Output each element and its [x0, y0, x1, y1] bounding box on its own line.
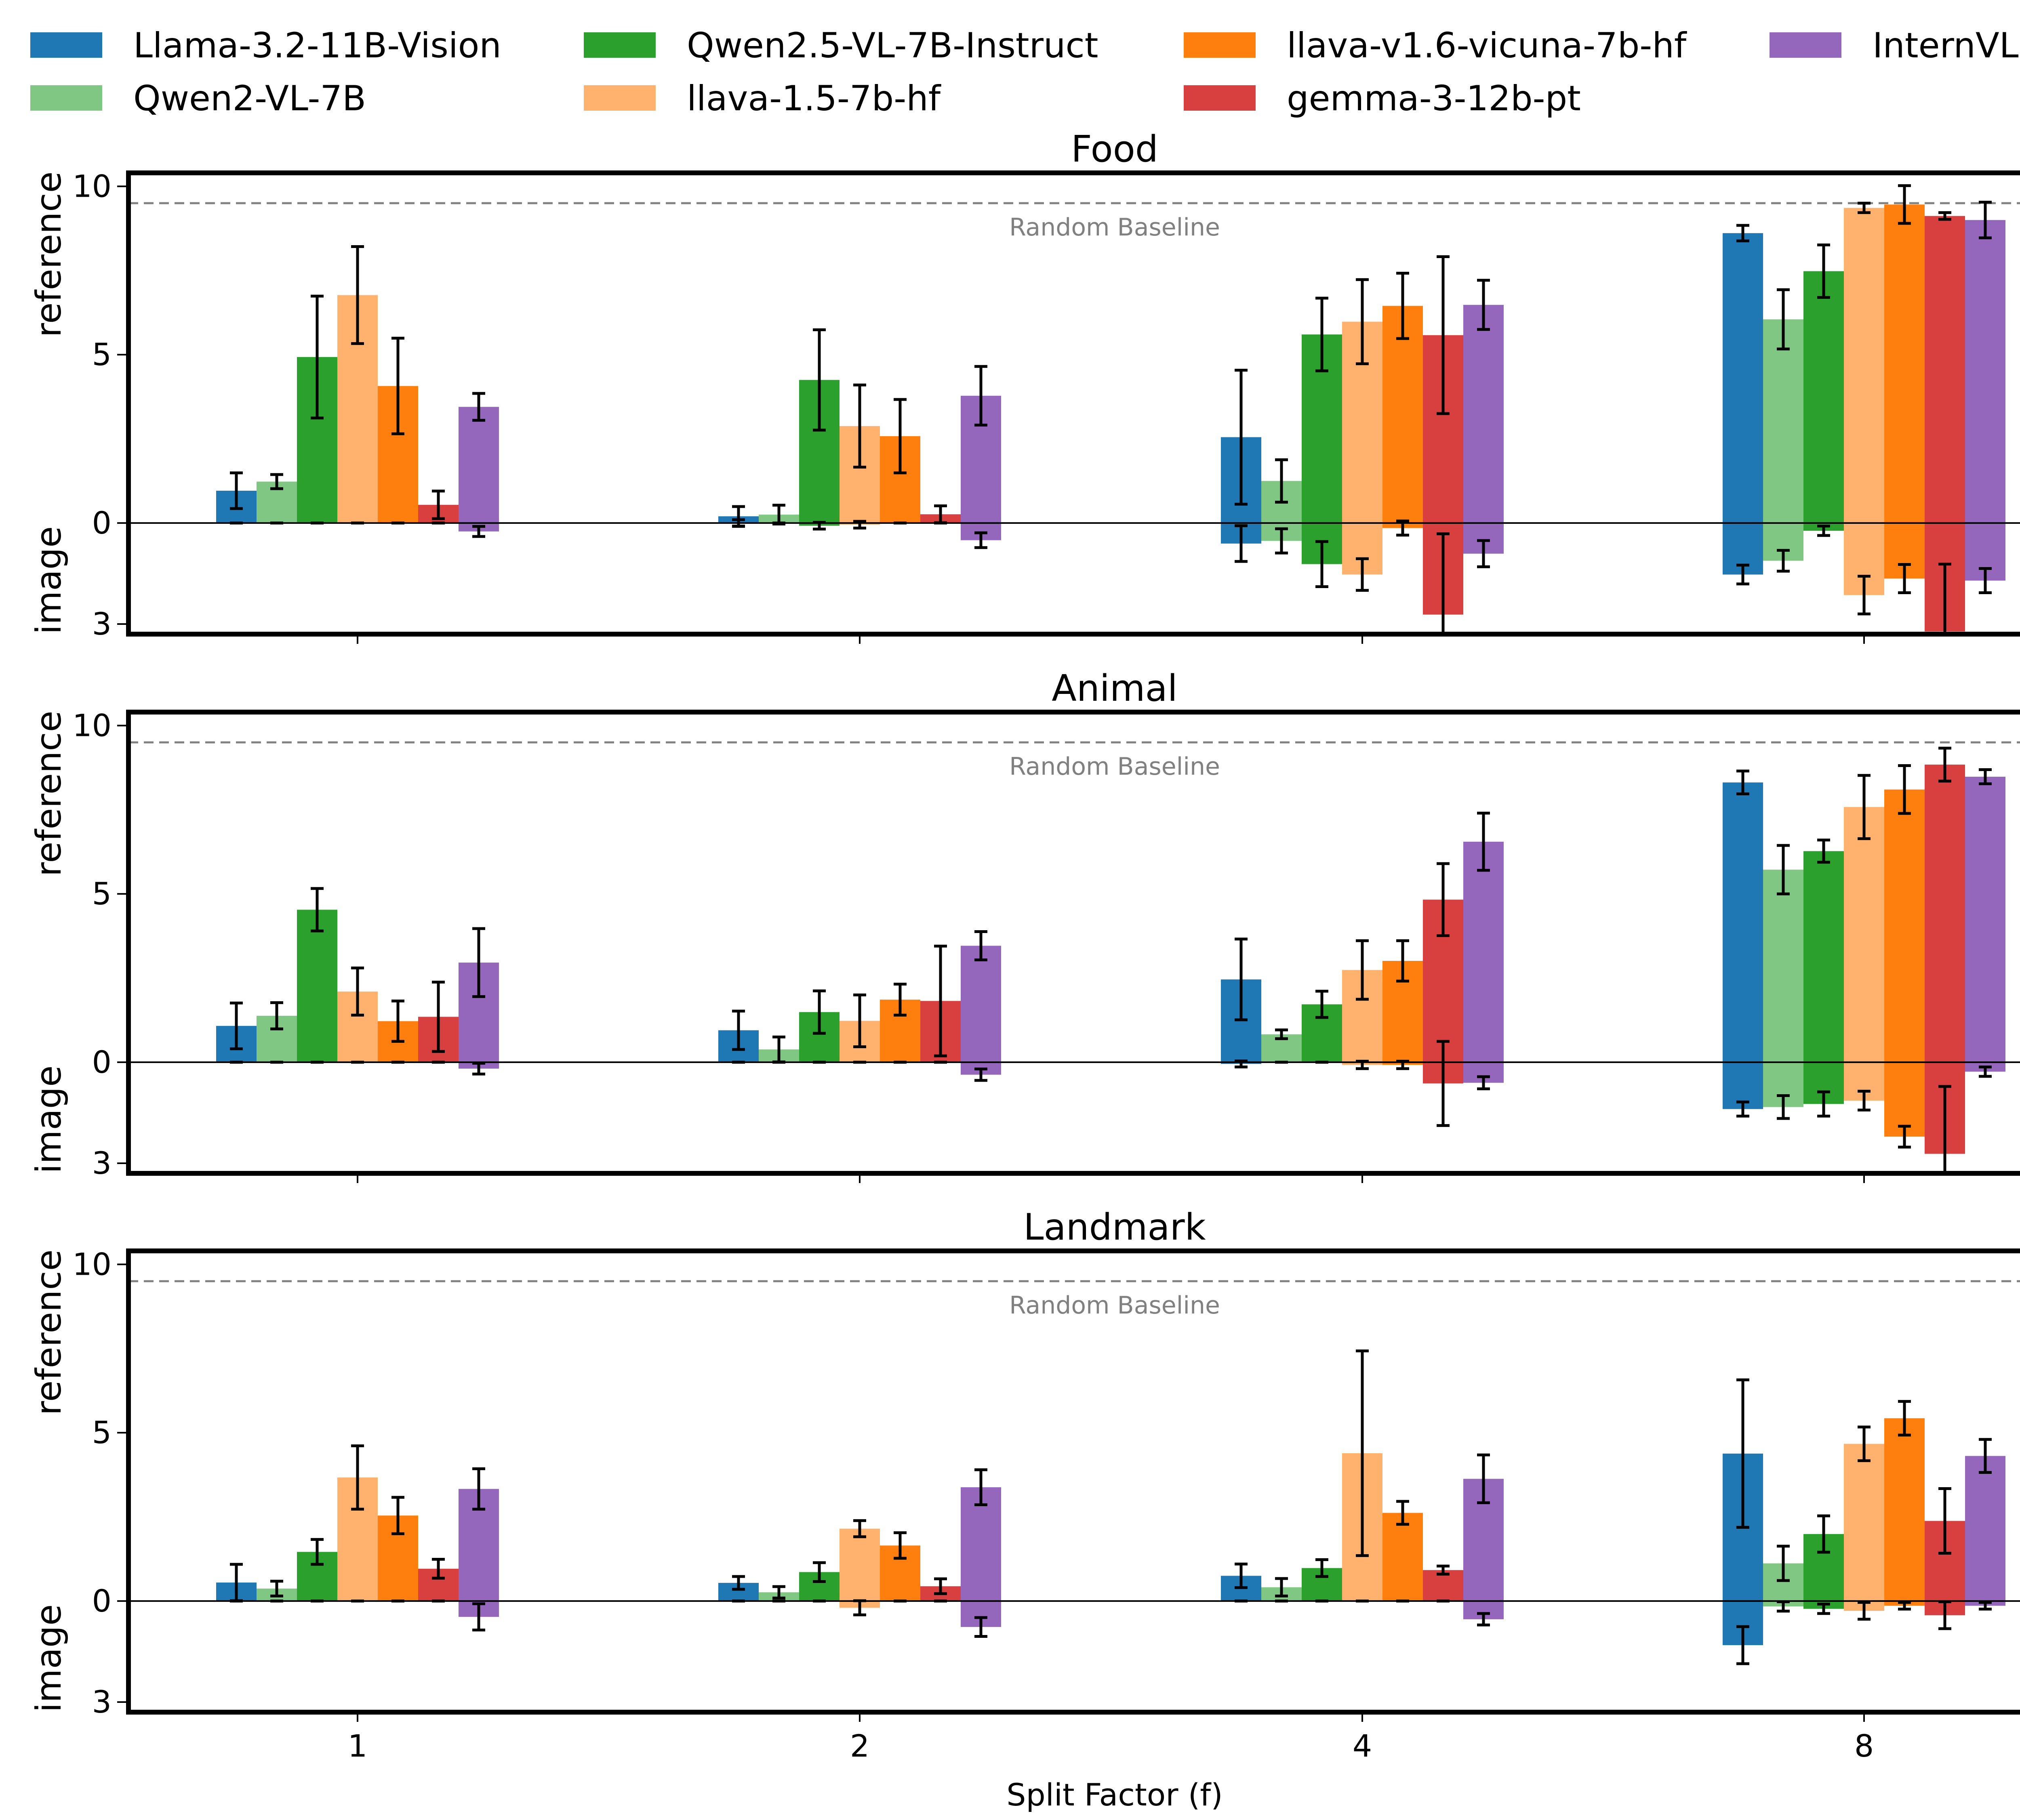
y-tick-label: 10	[72, 707, 112, 743]
legend-item: llava-1.5-7b-hf	[584, 78, 941, 119]
plot-area: Random Baseline	[128, 1280, 2020, 1665]
legend-label: Llama-3.2-11B-Vision	[133, 25, 501, 66]
legend-swatch	[1184, 32, 1256, 58]
legend-item: Qwen2.5-VL-7B-Instruct	[584, 25, 1098, 66]
y-axis-label-image: image	[29, 1604, 69, 1713]
bar-reference	[1803, 851, 1844, 1062]
baseline-label: Random Baseline	[1009, 1291, 1220, 1320]
bar-reference	[1844, 1444, 1884, 1601]
legend-swatch	[584, 32, 656, 58]
legend-label: llava-1.5-7b-hf	[687, 78, 941, 119]
legend-item: InternVL3-8B	[1770, 25, 2020, 66]
bar-reference	[1463, 841, 1504, 1062]
legend-swatch	[1184, 85, 1256, 111]
bar-image	[1884, 1062, 1925, 1137]
legend-label: InternVL3-8B	[1873, 25, 2020, 66]
y-tick-label: 0	[92, 1583, 112, 1619]
y-tick-label: 5	[92, 876, 112, 912]
legend-label: Qwen2-VL-7B	[133, 78, 366, 119]
legend-label: llava-v1.6-vicuna-7b-hf	[1287, 25, 1687, 66]
bar-reference	[1965, 777, 2005, 1062]
y-tick-label: 5	[92, 1414, 112, 1450]
bar-reference	[1884, 204, 1925, 523]
legend-swatch	[30, 85, 102, 111]
legend-item: Llama-3.2-11B-Vision	[30, 25, 501, 66]
bar-reference	[1844, 208, 1884, 523]
panel-frame	[126, 170, 2020, 637]
legend-swatch	[1770, 32, 1841, 58]
y-axis-label-reference: reference	[29, 171, 69, 337]
y-tick-label: 3	[92, 606, 112, 642]
panel-animal: Animal Random Baseline 10 5 0 3 reference image	[29, 667, 2020, 1183]
panel-title: Animal	[1052, 667, 1177, 710]
y-tick-label: 5	[92, 336, 112, 372]
y-axis-label-reference: reference	[29, 710, 69, 876]
bar-reference	[1723, 233, 1763, 523]
bar-reference	[1884, 789, 1925, 1062]
panel-frame	[126, 710, 2020, 1176]
y-axis-label-reference: reference	[29, 1249, 69, 1415]
x-tick-label: 4	[1353, 1728, 1372, 1764]
legend-item: Qwen2-VL-7B	[30, 78, 366, 119]
bar-reference	[1965, 1456, 2005, 1601]
bar-reference	[961, 946, 1001, 1062]
panel-landmark: Landmark Random Baseline 10 5 0 3 reference ima…	[29, 1206, 2020, 1764]
bar-reference	[1723, 782, 1763, 1062]
legend-swatch	[584, 85, 656, 111]
y-tick-label: 10	[72, 168, 112, 204]
bar-reference	[1884, 1418, 1925, 1601]
bar-reference	[1925, 216, 1965, 523]
bar-reference	[1925, 765, 1965, 1062]
bar-reference	[297, 910, 337, 1062]
baseline-label: Random Baseline	[1009, 213, 1220, 242]
bar-reference	[1844, 807, 1884, 1062]
panel-title: Food	[1071, 128, 1158, 170]
panel-food: Food Random Baseline 10 5 0 3 reference image	[29, 128, 2020, 644]
legend: Llama-3.2-11B-Vision Qwen2.5-VL-7B-Instru…	[30, 25, 2020, 119]
x-tick-label: 1	[348, 1728, 367, 1764]
panel-title: Landmark	[1023, 1206, 1206, 1248]
bar-reference	[961, 1487, 1001, 1601]
x-tick-label: 2	[850, 1728, 869, 1764]
x-tick-label: 8	[1854, 1728, 1874, 1764]
y-tick-label: 0	[92, 505, 112, 541]
y-axis-label-image: image	[29, 1066, 69, 1174]
legend-label: Qwen2.5-VL-7B-Instruct	[687, 25, 1098, 66]
panel-frame	[126, 1248, 2020, 1715]
legend-label: gemma-3-12b-pt	[1287, 78, 1581, 119]
plot-area: Random Baseline	[128, 184, 2020, 634]
bar-reference	[459, 407, 499, 523]
legend-item: llava-v1.6-vicuna-7b-hf	[1184, 25, 1687, 66]
bar-reference	[840, 1528, 880, 1601]
y-tick-label: 3	[92, 1145, 112, 1181]
plot-area: Random Baseline	[128, 741, 2020, 1173]
bar-reference	[1463, 305, 1504, 523]
bar-reference	[1763, 870, 1803, 1062]
legend-swatch	[30, 32, 102, 58]
y-tick-label: 0	[92, 1044, 112, 1080]
baseline-label: Random Baseline	[1009, 752, 1220, 781]
bar-reference	[1382, 306, 1423, 523]
bar-reference	[1763, 319, 1803, 523]
bar-reference	[1803, 271, 1844, 523]
bar-reference	[1382, 1513, 1423, 1601]
y-tick-label: 10	[72, 1246, 112, 1282]
y-axis-label-image: image	[29, 526, 69, 635]
legend-item: gemma-3-12b-pt	[1184, 78, 1581, 119]
x-axis-label: Split Factor (f)	[1006, 1777, 1223, 1813]
y-tick-label: 3	[92, 1684, 112, 1720]
bar-reference	[1965, 220, 2005, 523]
